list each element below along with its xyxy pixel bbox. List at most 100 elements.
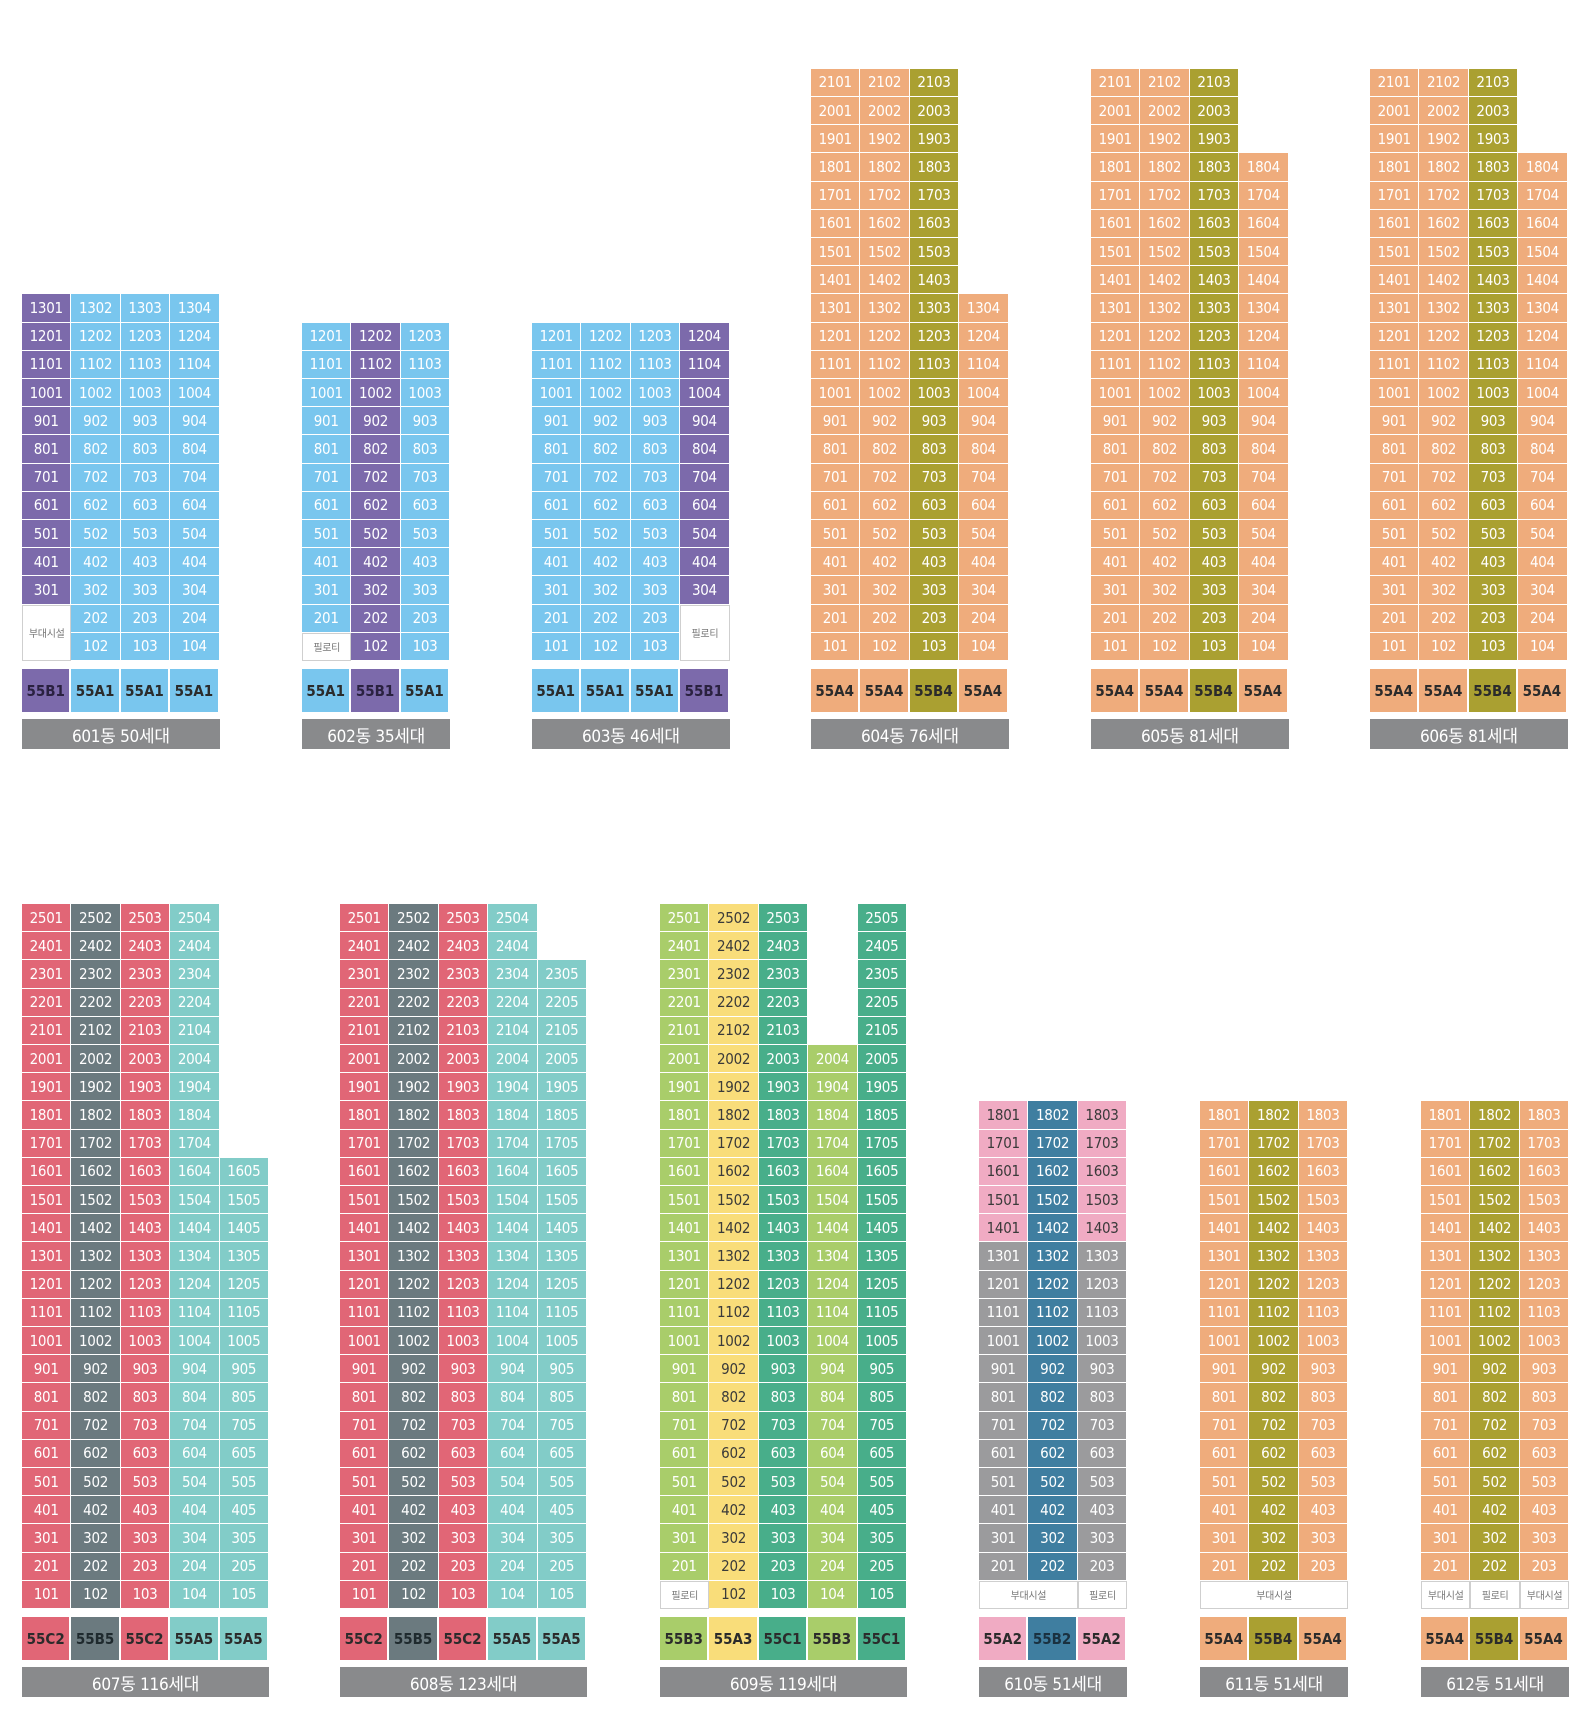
unit-type-tag: 55A2 [1077, 1617, 1128, 1660]
unit-cell: 1303 [1298, 1242, 1349, 1271]
unit-cell: 1602 [389, 1157, 439, 1186]
unit-cell: 401 [1200, 1496, 1250, 1525]
unit-cell: 301 [1200, 1524, 1250, 1553]
unit-cell: 2303 [120, 960, 171, 989]
unit-cell: 301 [1370, 576, 1420, 605]
unit-cell: 1601 [1091, 209, 1141, 238]
unit-cell: 902 [581, 407, 631, 436]
unit-cell: 203 [120, 1552, 171, 1581]
unit-cell: 703 [120, 463, 171, 492]
unit-cell: 1201 [532, 322, 582, 351]
unit-cell: 304 [1518, 576, 1568, 605]
unit-cell: 1003 [909, 379, 960, 408]
unit-cell: 2102 [709, 1016, 759, 1045]
unit-cell: 1804 [488, 1101, 538, 1130]
unit-type-tag: 55A4 [1298, 1617, 1349, 1660]
unit-cell: 203 [1519, 1552, 1570, 1581]
unit-cell: 503 [1519, 1468, 1570, 1497]
unit-cell: 801 [660, 1383, 710, 1412]
unit-cell: 1201 [979, 1270, 1029, 1299]
unit-cell: 104 [1239, 632, 1289, 661]
unit-cell: 2304 [170, 960, 220, 989]
unit-cell: 1802 [389, 1101, 439, 1130]
unit-cell: 904 [1239, 407, 1289, 436]
unit-cell: 1104 [170, 1298, 220, 1327]
unit-cell: 502 [709, 1468, 759, 1497]
unit-cell: 1404 [170, 1214, 220, 1243]
unit-cell: 601 [811, 491, 861, 520]
unit-cell: 702 [709, 1411, 759, 1440]
unit-cell: 1801 [811, 153, 861, 182]
unit-cell: 404 [1518, 548, 1568, 577]
unit-cell: 104 [808, 1580, 858, 1609]
unit-cell: 202 [1470, 1552, 1520, 1581]
unit-cell: 202 [389, 1552, 439, 1581]
unit-cell: 1602 [1470, 1157, 1520, 1186]
unit-cell: 501 [1091, 520, 1141, 549]
unit-cell: 105 [537, 1580, 587, 1609]
unit-cell: 401 [22, 548, 72, 577]
unit-type-tag: 55C2 [438, 1617, 489, 1660]
unit-cell: 1903 [1189, 125, 1240, 154]
unit-cell: 101 [1370, 632, 1420, 661]
unit-cell: 2002 [1140, 97, 1190, 126]
unit-cell: 1002 [1140, 379, 1190, 408]
unit-cell: 102 [860, 632, 910, 661]
unit-cell: 905 [219, 1355, 269, 1384]
unit-cell: 2003 [1189, 97, 1240, 126]
unit-cell: 102 [581, 632, 631, 661]
unit-cell: 1505 [857, 1186, 907, 1215]
unit-cell: 404 [959, 548, 1009, 577]
unit-cell: 804 [488, 1383, 538, 1412]
unit-cell: 303 [758, 1524, 809, 1553]
unit-cell: 404 [488, 1496, 538, 1525]
unit-cell: 1101 [22, 1298, 72, 1327]
unit-cell: 1701 [660, 1129, 710, 1158]
unit-cell: 304 [959, 576, 1009, 605]
unit-cell: 1701 [340, 1129, 390, 1158]
unit-cell: 1003 [1468, 379, 1519, 408]
unit-cell: 901 [1200, 1355, 1250, 1384]
unit-cell: 1302 [1249, 1242, 1299, 1271]
unit-cell: 501 [340, 1468, 390, 1497]
unit-cell: 1303 [438, 1242, 489, 1271]
unit-cell: 1902 [389, 1073, 439, 1102]
unit-cell: 103 [758, 1580, 809, 1609]
unit-cell: 1403 [758, 1214, 809, 1243]
unit-cell: 1402 [860, 266, 910, 295]
unit-cell: 603 [909, 491, 960, 520]
unit-cell: 903 [1468, 407, 1519, 436]
facility-note: 필로티 [1077, 1580, 1128, 1609]
unit-cell: 1801 [1421, 1101, 1471, 1130]
unit-cell: 1401 [1091, 266, 1141, 295]
unit-cell: 202 [351, 604, 401, 633]
unit-cell: 1104 [170, 350, 220, 379]
unit-cell: 1103 [758, 1298, 809, 1327]
facility-note: 부대시설 [1519, 1580, 1570, 1609]
unit-cell: 1105 [857, 1298, 907, 1327]
unit-cell: 903 [758, 1355, 809, 1384]
unit-cell: 501 [811, 520, 861, 549]
unit-cell: 1104 [488, 1298, 538, 1327]
unit-cell: 2502 [389, 904, 439, 933]
unit-cell: 1002 [71, 1327, 121, 1356]
unit-cell: 1002 [71, 379, 121, 408]
unit-cell: 405 [219, 1496, 269, 1525]
unit-cell: 604 [170, 491, 220, 520]
unit-cell: 1904 [170, 1073, 220, 1102]
unit-cell: 2402 [389, 932, 439, 961]
unit-cell: 1801 [979, 1101, 1029, 1130]
unit-cell: 2202 [389, 988, 439, 1017]
unit-cell: 601 [22, 491, 72, 520]
unit-cell: 602 [389, 1439, 439, 1468]
unit-cell: 403 [120, 548, 171, 577]
facility-note: 필로티 [1470, 1580, 1520, 1609]
unit-cell: 503 [1468, 520, 1519, 549]
unit-cell: 2401 [22, 932, 72, 961]
unit-cell: 402 [860, 548, 910, 577]
unit-type-tag: 55A4 [1200, 1617, 1250, 1660]
unit-cell: 303 [120, 1524, 171, 1553]
unit-cell: 703 [1519, 1411, 1570, 1440]
unit-cell: 703 [120, 1411, 171, 1440]
unit-cell: 803 [120, 1383, 171, 1412]
